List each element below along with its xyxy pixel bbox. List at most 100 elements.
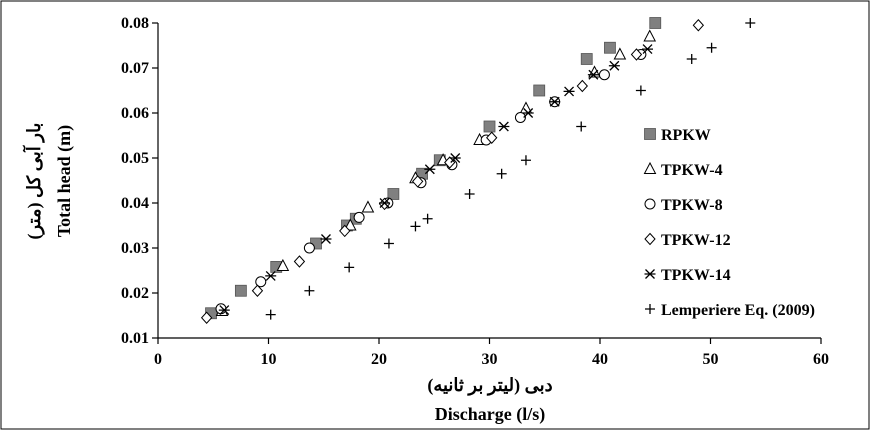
data-point (422, 213, 433, 224)
legend-label: TPKW-8 (661, 197, 723, 214)
data-point (533, 84, 546, 97)
data-point (576, 79, 588, 93)
y-tick-label: 0.05 (121, 150, 149, 167)
data-point (643, 29, 657, 42)
legend-label: TPKW-4 (661, 162, 723, 179)
data-point (563, 86, 575, 97)
data-point (514, 112, 526, 123)
x-tick-label: 20 (371, 351, 387, 368)
data-point (642, 44, 654, 55)
y-tick-label: 0.01 (121, 330, 149, 347)
data-point (304, 285, 315, 296)
data-point (498, 121, 510, 132)
data-point (293, 255, 306, 268)
data-point (276, 258, 290, 271)
legend-label: TPKW-12 (661, 232, 731, 249)
data-point (745, 18, 756, 28)
axis-titles: دبی (لیتر بر ثانیه) Discharge (l/s) بار … (22, 123, 553, 425)
data-point (520, 155, 531, 166)
legend-marker (644, 198, 656, 210)
data-points (200, 17, 756, 324)
data-point (303, 242, 315, 254)
y-tick-label: 0.02 (121, 285, 149, 302)
data-point (587, 69, 599, 80)
data-point (549, 96, 561, 107)
data-point (344, 262, 355, 273)
legend-label: RPKW (661, 127, 711, 144)
data-point (522, 108, 534, 118)
legend-marker (644, 128, 656, 140)
y-tick-label: 0.06 (121, 105, 149, 122)
data-point (486, 131, 498, 144)
legend-marker (644, 232, 656, 246)
y-tick-label: 0.07 (121, 60, 149, 77)
data-point (353, 211, 365, 223)
x-axis-title-fa: دبی (لیتر بر ثانیه) (427, 375, 552, 396)
series-tpkw-4 (215, 29, 657, 316)
x-tick-label: 0 (154, 351, 162, 368)
data-point (339, 224, 351, 238)
y-tick-label: 0.04 (121, 195, 149, 212)
data-point (343, 218, 357, 231)
series-lemperiere-eq-2009 (265, 18, 756, 320)
legend: RPKW TPKW-4 TPKW-8 TPKW-12 TPKW-14 Lemperiere… (643, 127, 815, 319)
data-point (649, 17, 662, 29)
data-point (483, 120, 496, 133)
data-point (387, 188, 400, 200)
x-tick-label: 60 (813, 351, 829, 368)
data-point (234, 284, 247, 297)
legend-marker (644, 269, 656, 279)
y-axis-title-fa: بار آبی کل (متر) (22, 123, 45, 240)
data-point (598, 69, 610, 81)
data-point (449, 153, 461, 163)
data-point (265, 309, 276, 320)
legend-marker (643, 161, 657, 174)
y-tick-label: 0.03 (121, 240, 149, 257)
legend-item: Lemperiere Eq. (2009) (645, 302, 815, 319)
x-tick-label: 10 (261, 351, 277, 368)
data-point (361, 200, 375, 213)
data-point (424, 164, 436, 175)
data-point (200, 311, 213, 324)
data-point (580, 53, 593, 65)
legend-label: Lemperiere Eq. (2009) (661, 302, 815, 319)
data-point (608, 60, 620, 71)
legend-item: TPKW-12 (644, 232, 731, 249)
data-point (496, 168, 507, 179)
data-point (686, 54, 697, 64)
data-point (604, 41, 616, 54)
data-point (635, 85, 646, 96)
data-point (410, 221, 421, 232)
data-point (255, 276, 267, 288)
x-tick-label: 40 (592, 351, 608, 368)
x-axis-title-en: Discharge (l/s) (435, 404, 545, 425)
legend-item: TPKW-8 (644, 197, 723, 214)
data-point (576, 121, 587, 132)
legend-item: TPKW-14 (644, 267, 731, 284)
data-point (613, 47, 627, 60)
legend-item: TPKW-4 (643, 161, 723, 179)
x-tick-label: 50 (703, 351, 719, 368)
data-point (379, 198, 391, 208)
data-point (706, 42, 717, 53)
data-point (411, 175, 424, 188)
data-point (692, 19, 705, 32)
series-tpkw-14 (218, 44, 654, 316)
x-tick-label: 30 (482, 351, 498, 368)
data-point (215, 303, 227, 315)
y-axis-title-en: Total head (m) (54, 125, 75, 237)
series-tpkw-12 (200, 19, 705, 324)
legend-label: TPKW-14 (661, 267, 731, 284)
data-point (630, 48, 643, 61)
y-tick-label: 0.08 (121, 15, 149, 32)
data-point (218, 305, 230, 316)
data-point (265, 270, 277, 281)
legend-marker (645, 304, 655, 314)
data-point (251, 284, 264, 297)
legend-item: RPKW (644, 127, 711, 144)
data-point (383, 238, 394, 249)
